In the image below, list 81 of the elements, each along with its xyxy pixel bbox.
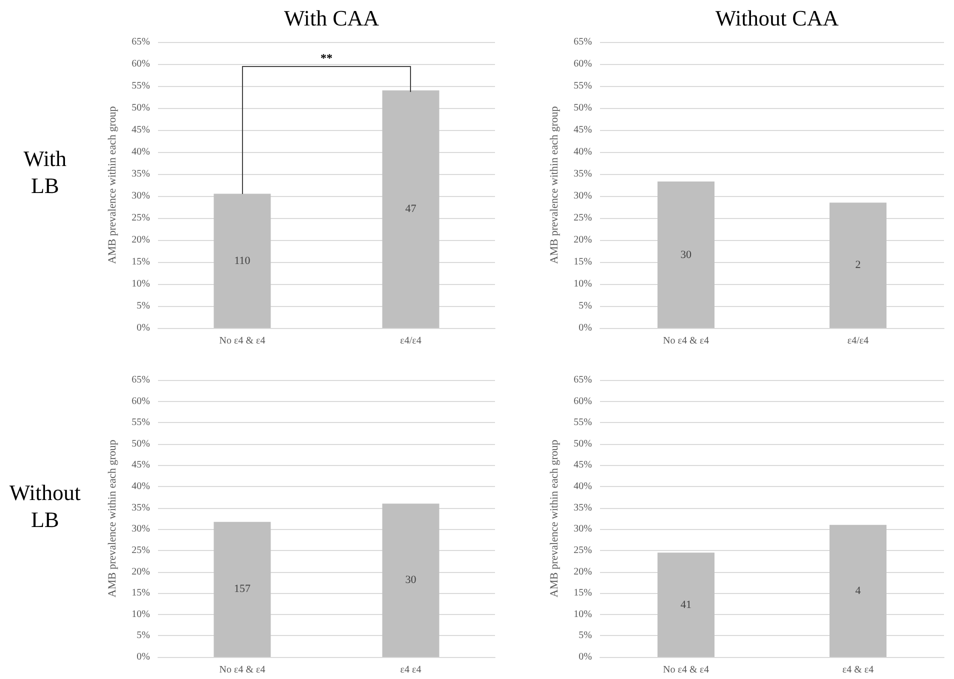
- y-tick-label: 20%: [574, 234, 592, 246]
- y-tick-label: 0%: [136, 652, 150, 662]
- y-axis-title: AMB prevalence within each group: [106, 439, 118, 598]
- y-tick-label: 45%: [574, 460, 592, 471]
- annotation: 47: [404, 202, 418, 218]
- x-tick-label: ε4 ε4: [400, 664, 422, 676]
- y-tick-label: 40%: [574, 146, 592, 158]
- y-axis-title: AMB prevalence within each group: [548, 106, 560, 264]
- y-tick-label: 40%: [132, 481, 150, 492]
- y-tick-label: 60%: [574, 58, 592, 70]
- y-tick-label: 65%: [132, 36, 150, 48]
- y-tick-label: 45%: [132, 124, 150, 136]
- y-tick-label: 15%: [574, 256, 592, 268]
- y-tick-label: 35%: [132, 168, 150, 180]
- y-tick-label: 60%: [132, 396, 150, 407]
- y-tick-label: 5%: [578, 630, 592, 642]
- x-tick-label: No ε4 & ε4: [663, 336, 709, 346]
- annotation: **: [320, 51, 334, 66]
- y-tick-label: 10%: [132, 608, 150, 620]
- y-tick-label: 10%: [574, 278, 592, 290]
- y-tick-label: 5%: [578, 300, 592, 312]
- y-tick-label: 25%: [574, 212, 592, 224]
- x-tick-label: No ε4 & ε4: [219, 336, 266, 346]
- y-tick-label: 0%: [136, 322, 150, 334]
- annotation: 110: [233, 254, 252, 269]
- annotation: 4: [854, 584, 862, 599]
- y-tick-label: 15%: [132, 588, 150, 599]
- x-tick-label: ε4/ε4: [400, 336, 422, 346]
- y-tick-label: 65%: [132, 374, 150, 386]
- y-tick-label: 40%: [574, 481, 592, 492]
- y-tick-label: 20%: [574, 566, 592, 578]
- annotation: 30: [680, 248, 692, 263]
- y-tick-label: 5%: [136, 630, 150, 642]
- y-tick-label: 15%: [132, 256, 150, 268]
- y-tick-label: 45%: [574, 124, 592, 136]
- chart-title: With CAA: [284, 6, 380, 30]
- y-tick-label: 65%: [574, 36, 592, 48]
- y-tick-label: 50%: [574, 102, 592, 114]
- x-tick-label: ε4 & ε4: [842, 664, 874, 676]
- y-tick-label: 15%: [574, 588, 592, 599]
- y-tick-label: 30%: [574, 190, 592, 202]
- x-tick-label: No ε4 & ε4: [663, 664, 709, 676]
- y-axis-title: AMB prevalence within each group: [106, 106, 118, 264]
- y-tick-label: 50%: [574, 438, 592, 450]
- y-tick-label: 25%: [132, 544, 150, 556]
- y-tick-label: 10%: [574, 608, 592, 620]
- y-tick-label: 30%: [574, 524, 592, 535]
- annotation: 30: [404, 573, 418, 588]
- y-tick-label: 55%: [132, 417, 150, 428]
- y-tick-label: 60%: [132, 58, 150, 70]
- x-tick-label: ε4/ε4: [847, 336, 869, 346]
- text: Without LB: [8, 478, 82, 532]
- y-tick-label: 25%: [574, 544, 592, 556]
- y-tick-label: 5%: [136, 300, 150, 312]
- y-tick-label: 55%: [574, 80, 592, 92]
- y-tick-label: 35%: [132, 502, 150, 514]
- y-tick-label: 30%: [132, 190, 150, 202]
- y-tick-label: 60%: [574, 396, 592, 407]
- y-tick-label: 35%: [574, 502, 592, 514]
- y-tick-label: 55%: [574, 417, 592, 428]
- text: With LB: [22, 145, 68, 199]
- y-tick-label: 20%: [132, 566, 150, 578]
- y-tick-label: 65%: [574, 374, 592, 386]
- y-axis-title: AMB prevalence within each group: [548, 439, 560, 598]
- annotation: 157: [233, 582, 252, 598]
- y-tick-label: 55%: [132, 80, 150, 92]
- y-tick-label: 20%: [132, 234, 150, 246]
- annotation: 41: [680, 598, 692, 613]
- x-tick-label: No ε4 & ε4: [219, 664, 266, 676]
- chart-title: Without CAA: [715, 6, 839, 30]
- y-tick-label: 10%: [132, 278, 150, 290]
- y-tick-label: 40%: [132, 146, 150, 158]
- y-tick-label: 50%: [132, 102, 150, 114]
- y-tick-label: 50%: [132, 438, 150, 450]
- y-tick-label: 25%: [132, 212, 150, 224]
- y-tick-label: 0%: [578, 322, 592, 334]
- y-tick-label: 45%: [132, 460, 150, 471]
- annotation: 2: [854, 258, 862, 274]
- y-tick-label: 35%: [574, 168, 592, 180]
- y-tick-label: 0%: [578, 652, 592, 662]
- y-tick-label: 30%: [132, 524, 150, 535]
